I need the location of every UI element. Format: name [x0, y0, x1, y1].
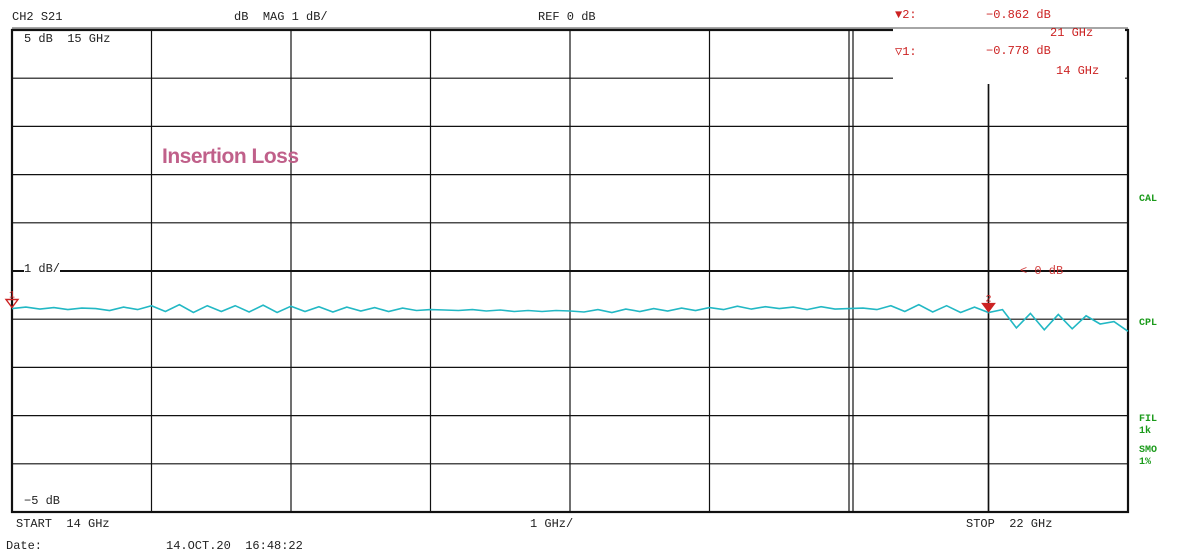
top-left-label: 5 dB 15 GHz: [24, 32, 111, 46]
ref-marker-label: < 0 dB: [1020, 264, 1064, 278]
smo-value: 1%: [1139, 457, 1152, 468]
marker-1-value: −0.778 dB: [986, 44, 1051, 58]
channel-label: CH2 S21: [12, 10, 63, 24]
cal-status: CAL: [1139, 194, 1158, 205]
marker-glyphs: 21: [4, 290, 996, 313]
marker-2-freq: 21 GHz: [1050, 26, 1094, 40]
span-per-division: 1 GHz/: [530, 517, 574, 531]
marker-2-value: −0.862 dB: [986, 8, 1051, 22]
marker-1-readout: ▽1:: [895, 45, 917, 59]
bottom-left-label: −5 dB: [24, 494, 61, 508]
fil-value: 1k: [1139, 426, 1152, 437]
date-label: Date:: [6, 539, 43, 553]
cpl-status: CPL: [1139, 318, 1158, 329]
date-value: 14.OCT.20 16:48:22: [166, 539, 303, 553]
ref-level-label: 1 dB/: [24, 262, 61, 276]
marker-readout-box: [893, 4, 1125, 84]
trace-line: [11, 303, 1129, 332]
insertion-loss-annotation: Insertion Loss: [162, 145, 299, 168]
marker-2-number: 2: [985, 295, 991, 306]
grid-lines: [10, 4, 1130, 514]
start-frequency: START 14 GHz: [16, 517, 110, 531]
fil-status: FIL: [1139, 414, 1158, 425]
marker-2-icon: ▼: [895, 8, 903, 22]
marker-2-triangle: [981, 302, 996, 313]
format-label: dB MAG 1 dB/: [234, 10, 328, 24]
smo-status: SMO: [1139, 445, 1158, 456]
marker-1-icon: ▽: [895, 45, 903, 59]
marker-1-freq: 14 GHz: [1056, 64, 1100, 78]
marker-1-triangle: [4, 298, 20, 309]
marker-2-readout: ▼2:: [895, 8, 917, 22]
stop-frequency: STOP 22 GHz: [966, 517, 1053, 531]
marker-1-number: 1: [9, 290, 15, 301]
ref-label: REF 0 dB: [538, 10, 596, 24]
